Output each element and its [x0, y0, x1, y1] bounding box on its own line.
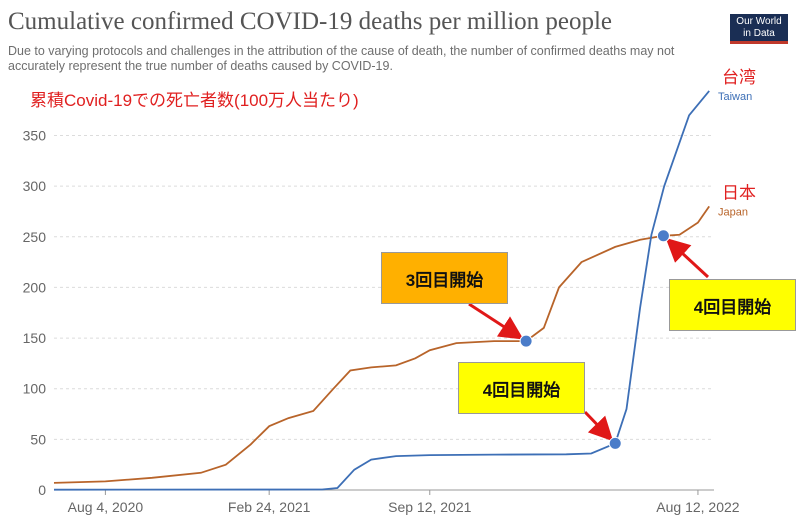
dose-start-marker [609, 437, 621, 449]
third-dose-callout: 3回目開始 [381, 252, 508, 304]
dose-start-marker [520, 335, 532, 347]
series-label-taiwan: Taiwan [718, 91, 752, 103]
fourth-dose-taiwan-callout: 4回目開始 [458, 362, 585, 414]
fourth-dose-japan-callout: 4回目開始 [669, 279, 796, 331]
y-tick-label: 300 [23, 178, 47, 194]
series-jp-label-taiwan: 台湾 [722, 68, 756, 88]
callout-arrow [585, 412, 609, 437]
dose-start-marker [657, 230, 669, 242]
y-tick-label: 0 [38, 482, 46, 498]
y-tick-label: 350 [23, 128, 47, 144]
series-jp-label-japan: 日本 [722, 183, 756, 203]
y-tick-label: 50 [30, 431, 46, 447]
y-tick-label: 200 [23, 279, 47, 295]
x-tick-label: Feb 24, 2021 [228, 499, 311, 515]
y-tick-label: 150 [23, 330, 47, 346]
x-tick-label: Aug 4, 2020 [68, 499, 144, 515]
callout-arrow [670, 242, 708, 277]
y-tick-label: 250 [23, 229, 47, 245]
x-tick-label: Aug 12, 2022 [656, 499, 740, 515]
callout-arrow [469, 304, 519, 336]
series-label-japan: Japan [718, 206, 748, 218]
x-tick-label: Sep 12, 2021 [388, 499, 472, 515]
y-tick-label: 100 [23, 381, 47, 397]
